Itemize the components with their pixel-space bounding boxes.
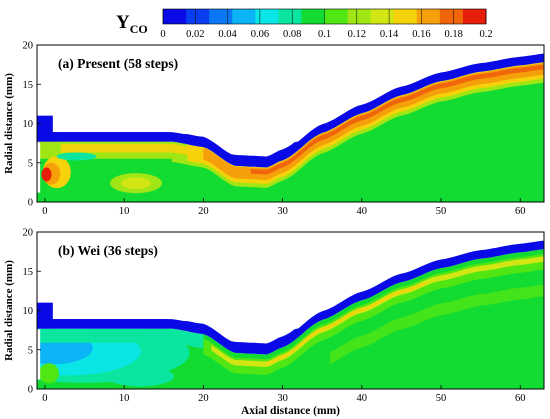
x-tick-label: 20 [198,206,209,217]
y-tick-label: 10 [23,306,34,317]
plot-area [37,232,544,389]
colorbar-segment [416,9,441,24]
colorbar-tick-label: 0.18 [445,29,463,40]
contour-band-inlet-yellow [60,143,188,156]
y-tick-label: 15 [23,80,34,91]
contour-band-green [203,254,544,375]
panel-a: 0 10 20 30 40 50 60 0 5 10 15 20 (a) Present (58 ste… [3,41,545,217]
x-tick-label: 10 [119,393,130,404]
colorbar-segment [232,9,256,24]
x-tick-label: 30 [277,393,288,404]
colorbar-segment [255,9,279,24]
y-axis-label: Radial distance (mm) [3,260,15,361]
x-tick-label: 50 [436,393,447,404]
panel-title: (b) Wei (36 steps) [58,243,158,258]
colorbar-title-main: Y [116,12,130,33]
lower-region-teal [105,366,174,387]
colorbar-title: YCO [116,12,148,36]
contour-band-outer-green [330,284,544,364]
y-axis-label: Radial distance (mm) [3,73,15,174]
colorbar-tick-label: 0.02 [186,29,204,40]
panel-title: (a) Present (58 steps) [58,56,178,71]
colorbar-tick-label: 0.16 [412,29,430,40]
pocket-yellow [121,177,152,190]
inlet-opening [37,329,41,380]
colorbar-tick-label: 0.1 [318,29,331,40]
colorbar-title-sub: CO [130,22,148,36]
colorbar-segment [324,9,349,24]
wall-upstream-strip [37,132,168,142]
y-tick-label: 15 [23,267,34,278]
colorbar-tick-label: 0.06 [251,29,269,40]
x-tick-label: 0 [42,206,47,217]
colorbar-segment [347,9,372,24]
colorbar-segment [393,9,418,24]
colorbar-segment [370,9,395,24]
inlet-opening [37,142,41,193]
y-tick-label: 0 [28,385,33,396]
x-tick-label: 0 [42,393,47,404]
colorbar-tick-label: 0.08 [283,29,301,40]
x-tick-label: 60 [515,206,526,217]
y-tick-label: 5 [28,345,33,356]
x-tick-label: 20 [198,393,209,404]
x-tick-label: 40 [357,206,368,217]
colorbar-segment [209,9,233,24]
plot-area [37,45,544,202]
colorbar-tick-label: 0.12 [348,29,366,40]
inlet-core-green [38,363,59,384]
y-tick-label: 20 [23,41,34,52]
y-tick-label: 5 [28,158,33,169]
colorbar-tick-label: 0.2 [479,29,492,40]
contour-band-gold [266,281,426,366]
inlet-core-red [41,167,52,182]
colorbar-segment [301,9,325,24]
wall-upstream-strip [37,319,168,329]
contour-band-inlet-teal [37,328,204,349]
y-tick-label: 10 [23,119,34,130]
inlet-shear-layer [56,152,97,161]
y-tick-label: 20 [23,228,34,239]
x-tick-label: 30 [277,206,288,217]
panel-b: 0 10 20 30 40 50 60 0 5 10 15 20 (b) Wei (36 steps) R… [3,228,545,417]
x-tick-label: 50 [436,206,447,217]
colorbar-segment [278,9,302,24]
colorbar-tick-label: 0.04 [218,29,237,40]
colorbar-segment [163,9,187,24]
colorbar-tick-label: 0 [160,29,165,40]
colorbar: 0 0.02 0.04 0.06 0.08 0.1 0.12 0.14 0.16 0.18 0.2 Y… [116,8,493,40]
colorbar-segment [439,9,464,24]
contour-band-orange [203,63,544,180]
x-tick-label: 40 [357,393,368,404]
x-tick-label: 60 [515,393,526,404]
colorbar-tick-label: 0.14 [380,29,399,40]
x-axis-label: Axial distance (mm) [241,405,340,417]
y-tick-label: 0 [28,198,33,209]
colorbar-segment [462,9,487,24]
colorbar-segment [186,9,210,24]
x-tick-label: 10 [119,206,130,217]
